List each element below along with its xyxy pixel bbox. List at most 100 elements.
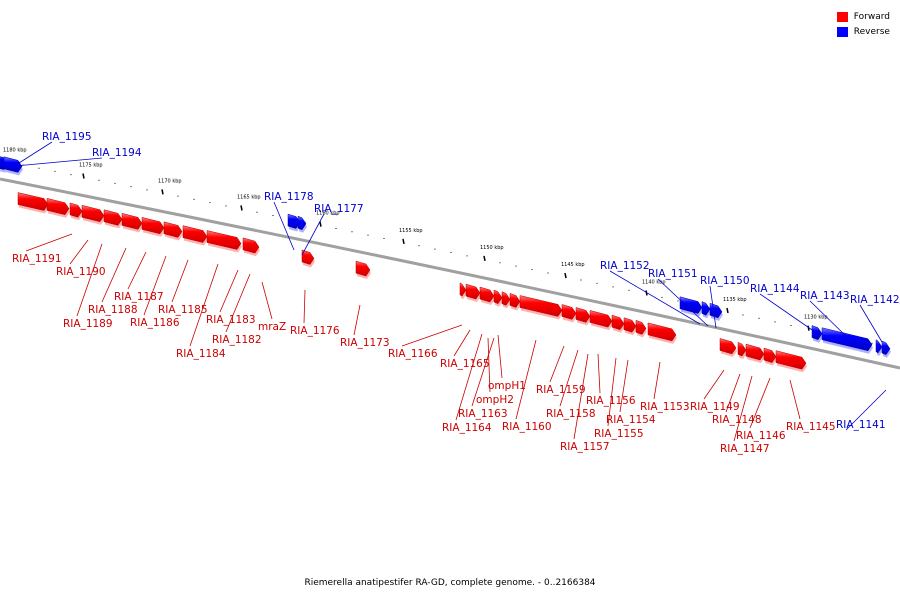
gene-arrow — [493, 289, 503, 305]
leader-line — [749, 377, 771, 429]
gene-arrow — [745, 343, 765, 361]
tick-mark — [161, 189, 164, 195]
gene-arrow — [881, 340, 891, 356]
gene-label: RIA_1186 — [130, 317, 180, 329]
gene-label: RIA_1177 — [314, 203, 364, 215]
gene-arrow — [611, 314, 625, 330]
leader-line — [725, 373, 741, 413]
gene-arrow — [775, 350, 807, 370]
leader-line — [261, 281, 273, 320]
legend: Forward Reverse — [836, 9, 890, 39]
gene-arrow — [301, 249, 315, 265]
gene-arrow — [242, 237, 260, 254]
tick-label: 1180 kbp — [3, 147, 27, 153]
leader-line — [559, 349, 579, 407]
tick-mark — [726, 307, 729, 314]
leader-line — [189, 263, 219, 347]
gene-arrow — [501, 291, 511, 306]
gene-label: ompH2 — [476, 394, 514, 406]
leader-line — [549, 345, 565, 383]
gene-arrow — [163, 221, 183, 238]
tick-label: 1170 kbp — [158, 178, 182, 184]
gene-arrow — [206, 230, 242, 250]
gene-arrow — [182, 225, 208, 243]
leader-line — [301, 213, 325, 256]
legend-reverse: Reverse — [836, 24, 890, 39]
gene-arrow — [875, 339, 883, 354]
gene-label: RIA_1195 — [42, 131, 92, 143]
leader-line — [453, 329, 471, 357]
gene-arrow — [509, 293, 521, 308]
gene-label: RIA_1194 — [92, 147, 142, 159]
leader-line — [709, 285, 717, 329]
gene-label: RIA_1143 — [800, 290, 850, 302]
gene-label: RIA_1164 — [442, 422, 492, 434]
legend-forward-label: Forward — [853, 11, 890, 22]
leader-line — [303, 289, 306, 324]
gene-arrow — [355, 260, 371, 277]
tick-label: 1155 kbp — [399, 228, 423, 234]
gene-arrow — [81, 204, 105, 222]
gene-label: RIA_1142 — [850, 294, 900, 306]
gene-label: RIA_1159 — [536, 384, 586, 396]
gene-label: mraZ — [258, 321, 286, 333]
gene-label: RIA_1148 — [712, 414, 762, 426]
leader-line — [353, 304, 361, 336]
genome-backbone — [0, 177, 900, 370]
tick-mark — [319, 221, 322, 227]
gene-arrow — [575, 307, 591, 323]
gene-arrow — [679, 296, 703, 314]
leader-line — [14, 157, 103, 167]
gene-label: RIA_1182 — [212, 334, 262, 346]
gene-label: RIA_1189 — [63, 318, 113, 330]
tick-mark — [240, 205, 243, 211]
tick-label: 1175 kbp — [79, 163, 103, 169]
leader-line — [703, 369, 725, 400]
leader-line — [733, 375, 753, 442]
gene-label: RIA_1158 — [546, 408, 596, 420]
gene-arrow — [69, 202, 83, 218]
tick-mark — [564, 272, 567, 279]
gene-label: ompH1 — [488, 380, 526, 392]
leader-line — [273, 201, 295, 251]
tick-mark — [82, 173, 85, 179]
gene-label: RIA_1188 — [88, 304, 138, 316]
leader-line — [653, 361, 661, 400]
gene-label: RIA_1144 — [750, 283, 800, 295]
gene-label: RIA_1152 — [600, 260, 650, 272]
gene-arrow — [46, 198, 70, 215]
gene-label: RIA_1151 — [648, 268, 698, 280]
tick-label: 1140 kbp — [642, 279, 666, 285]
reverse-swatch — [836, 26, 848, 37]
gene-label: RIA_1176 — [290, 325, 340, 337]
gene-arrow — [479, 286, 495, 303]
gene-label: RIA_1156 — [586, 395, 636, 407]
leader-line — [76, 243, 103, 317]
gene-arrow — [519, 295, 563, 317]
leader-line — [25, 233, 73, 252]
leader-line — [455, 333, 483, 421]
leader-line — [619, 359, 629, 413]
gene-arrow — [737, 341, 747, 357]
leader-line — [609, 270, 701, 325]
leader-line — [171, 259, 189, 303]
tick-label: 1160 kbp — [316, 211, 340, 217]
tick-mark — [483, 255, 486, 262]
gene-label: RIA_1145 — [786, 421, 836, 433]
gene-arrow — [821, 327, 873, 352]
gene-arrow — [623, 317, 637, 333]
gene-label: RIA_1163 — [458, 408, 508, 420]
gene-arrow — [465, 283, 481, 300]
tick-label: 1130 kbp — [804, 315, 828, 321]
tick-label: 1150 kbp — [480, 245, 504, 251]
leader-line — [225, 273, 251, 333]
gene-arrow — [17, 192, 49, 211]
gene-label: RIA_1155 — [594, 428, 644, 440]
leader-line — [401, 324, 463, 347]
gene-label: RIA_1184 — [176, 348, 226, 360]
gene-arrow — [701, 301, 711, 316]
leader-line — [859, 304, 883, 343]
gene-arrow — [121, 213, 143, 230]
gene-label: RIA_1154 — [606, 414, 656, 426]
leader-line — [143, 255, 167, 316]
